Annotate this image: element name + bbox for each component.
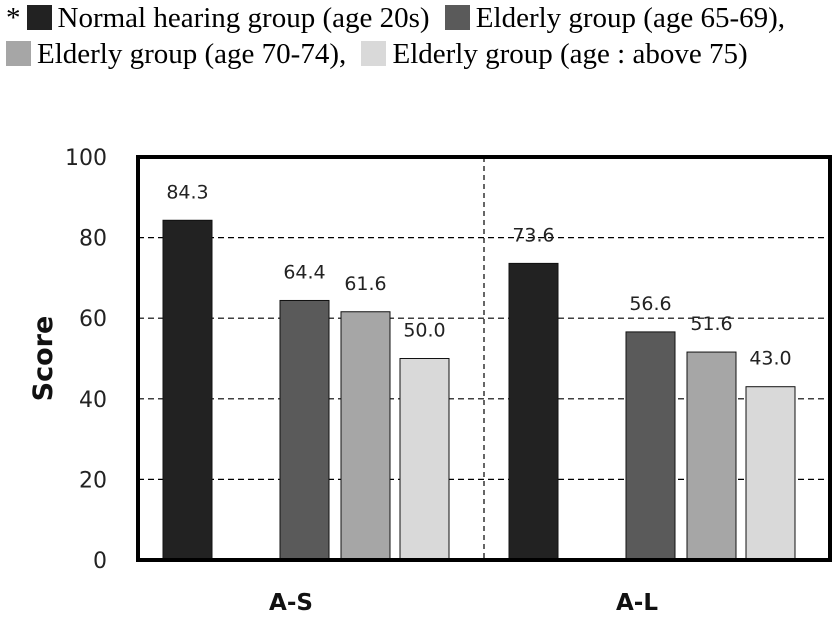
bar-A-S-2 [340,311,391,561]
legend-swatch-75plus [361,41,387,66]
bar-A-S-0 [162,219,213,561]
legend-item-75plus: Elderly group (age : above 75) [361,38,755,70]
legend-item-normal: Normal hearing group (age 20s) [26,2,438,34]
data-label-A-L-3: 43.0 [749,348,791,370]
y-tick-80: 80 [79,227,107,252]
y-tick-labels: 0 20 40 60 80 100 [65,146,107,574]
grid-lines [138,157,830,560]
data-labels: 84.3 64.4 61.6 50.0 73.6 56.6 51.6 43.0 [166,181,791,369]
category-label-A-S: A-S [269,590,313,616]
y-tick-20: 20 [79,468,107,493]
category-label-A-L: A-L [616,590,658,616]
legend-label-75plus: Elderly group (age : above 75) [392,38,748,70]
data-label-A-L-1: 56.6 [629,293,671,315]
category-labels: A-S A-L [269,590,658,616]
plot-border [136,155,832,562]
legend-prefix: * [6,2,21,34]
bar-A-L-3 [745,386,796,561]
legend-label-70-74: Elderly group (age 70-74), [37,38,347,70]
legend-swatch-70-74 [6,41,31,66]
y-tick-100: 100 [65,146,107,171]
data-label-A-S-0: 84.3 [166,181,208,203]
legend-item-65-69: Elderly group (age 65-69), [444,2,793,34]
data-label-A-S-3: 50.0 [403,320,445,342]
data-label-A-S-1: 64.4 [283,261,325,283]
bar-A-L-2 [686,351,737,561]
bars [162,219,796,561]
data-label-A-L-0: 73.6 [512,224,554,246]
bar-A-S-3 [399,358,450,561]
legend-item-70-74: Elderly group (age 70-74), [6,38,354,70]
plot-frame [136,155,832,562]
legend-label-65-69: Elderly group (age 65-69), [475,2,786,34]
y-axis-label: Score [28,316,59,402]
legend-swatch-65-69 [444,5,470,30]
chart-legend: * Normal hearing group (age 20s) Elderly … [6,0,832,72]
legend-swatch-normal [26,5,52,30]
bar-A-L-1 [625,331,676,561]
y-tick-60: 60 [79,307,107,332]
data-label-A-S-2: 61.6 [344,273,386,295]
y-tick-0: 0 [93,549,107,574]
data-label-A-L-2: 51.6 [690,313,732,335]
legend-label-normal: Normal hearing group (age 20s) [57,2,430,34]
bar-A-S-1 [279,299,330,561]
y-tick-40: 40 [79,388,107,413]
bar-A-L-0 [508,262,559,561]
